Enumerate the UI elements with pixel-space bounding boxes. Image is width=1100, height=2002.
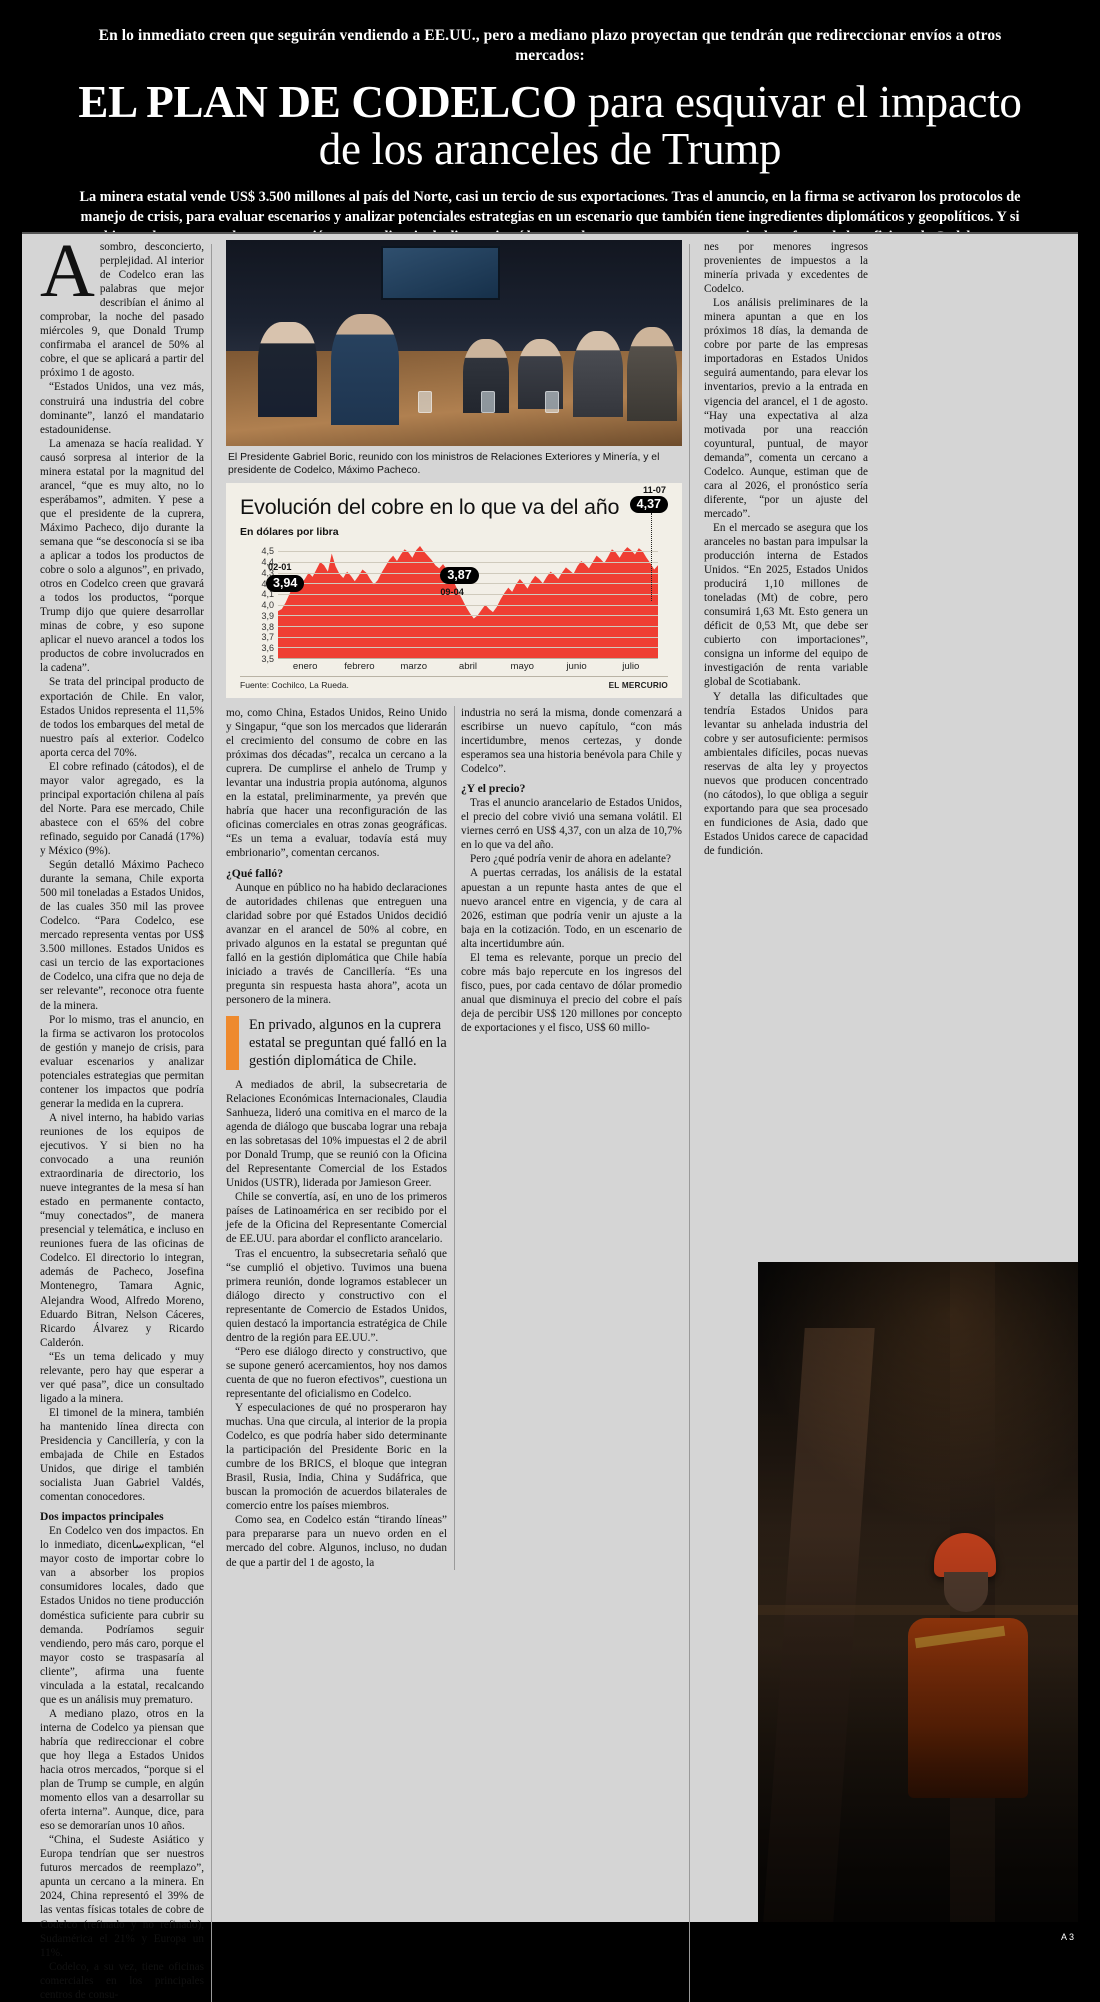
meeting-photo: [226, 240, 682, 446]
column-2: El Presidente Gabriel Boric, reunido con…: [226, 240, 690, 2002]
subheading: ¿Y el precio?: [461, 782, 526, 796]
chart-value-badge: 3,94: [266, 575, 305, 592]
chart-x-tick: julio: [622, 661, 640, 672]
paragraph: industria no será la misma, donde comenz…: [461, 707, 682, 776]
column-2a: mo, como China, Estados Unidos, Reino Un…: [226, 706, 447, 1570]
paragraph: Los análisis preliminares de la minera a…: [704, 297, 868, 520]
paragraph: El cobre refinado (cátodos), el de mayor…: [40, 760, 204, 858]
chart-value-badge: 4,37: [629, 496, 668, 513]
chart-x-tick: marzo: [400, 661, 428, 672]
chart-value-badge: 3,87: [440, 567, 479, 584]
pull-quote-bar: [226, 1015, 239, 1070]
paragraph: Se trata del principal producto de expor…: [40, 676, 204, 759]
paragraph: sombro, desconcierto, perplejidad. Al in…: [40, 241, 204, 380]
chart-y-tick: 3,8: [261, 621, 274, 632]
pull-quote-text: En privado, algunos en la cuprera estata…: [249, 1016, 447, 1069]
paragraph: Aunque en público no ha habido declaraci…: [226, 881, 447, 1006]
chart-footer: Fuente: Cochilco, La Rueda. EL MERCURIO: [240, 676, 668, 690]
photo-caption: El Presidente Gabriel Boric, reunido con…: [228, 452, 660, 476]
paragraph: El tema es relevante, porque un precio d…: [461, 951, 682, 1034]
paragraph: Tras el anuncio arancelario de Estados U…: [461, 797, 682, 852]
paragraph: Tras el encuentro, la subsecretaria seña…: [226, 1247, 447, 1344]
chart-y-tick: 4,5: [261, 546, 274, 557]
drop-cap: A: [40, 229, 95, 313]
headline-rest: para esquivar el impacto de los arancele…: [318, 76, 1022, 174]
top-rule: [22, 232, 1078, 234]
chart-x-tick: abril: [458, 661, 478, 672]
paragraph: Según detalló Máximo Pacheco durante la …: [40, 859, 204, 1012]
column-grid: A sombro, desconcierto, perplejidad. Al …: [40, 233, 1062, 2002]
chart-x-tick: febrero: [344, 661, 375, 672]
chart-y-tick: 3,6: [261, 643, 274, 654]
paragraph: A mediados de abril, la subsecretaria de…: [226, 1078, 447, 1190]
chart-y-tick: 4,4: [261, 557, 274, 568]
paragraph: “Es un tema delicado y muy relevante, pe…: [40, 1350, 204, 1405]
copper-price-chart: Evolución del cobre en lo que va del año…: [226, 483, 682, 698]
pull-quote: En privado, algunos en la cuprera estata…: [226, 1015, 447, 1070]
headline-bold: EL PLAN DE CODELCO: [78, 76, 577, 127]
paragraph: “Estados Unidos, una vez más, construirá…: [40, 381, 204, 436]
chart-gridline: 3,7: [261, 632, 658, 642]
paragraph: A mediano plazo, otros en la interna de …: [40, 1707, 204, 1833]
paragraph: Chile se convertía, así, en uno de los p…: [226, 1191, 447, 1246]
chart-date-label: 09-04: [440, 587, 464, 597]
subheading: Dos impactos principales: [40, 1510, 164, 1524]
column-1: A sombro, desconcierto, perplejidad. Al …: [40, 229, 212, 2002]
chart-source: Fuente: Cochilco, La Rueda.: [240, 680, 349, 690]
chart-plot-area: 4,54,44,34,24,14,03,93,83,73,63,5: [261, 546, 658, 664]
chart-subtitle: En dólares por libra: [240, 526, 339, 538]
chart-area-series: [278, 546, 658, 658]
newspaper-page: En lo inmediato creen que seguirán vendi…: [22, 27, 1078, 2002]
paragraph: “China, el Sudeste Asiático y Europa ten…: [40, 1834, 204, 1959]
paragraph: Codelco, a su vez, tiene oficinas comerc…: [40, 1960, 204, 2001]
paragraph: A nivel interno, ha habido varias reunio…: [40, 1111, 204, 1349]
paragraph: Como sea, en Codelco están “tirando líne…: [226, 1514, 447, 1569]
page-title: EL PLAN DE CODELCO para esquivar el impa…: [70, 79, 1030, 173]
chart-brand: EL MERCURIO: [608, 681, 668, 690]
chart-gridline: 4,4: [261, 557, 658, 567]
article-sheet: A sombro, desconcierto, perplejidad. Al …: [22, 232, 1078, 2002]
chart-gridline: 3,6: [261, 643, 658, 653]
miner-photo: [758, 1262, 1078, 1922]
chart-date-label: 11-07: [643, 485, 666, 495]
chart-y-tick: 3,7: [261, 632, 274, 643]
chart-gridline: 4,5: [261, 546, 658, 556]
paragraph: Por lo mismo, tras el anuncio, en la fir…: [40, 1013, 204, 1110]
paragraph: Y detalla las dificultades que tendría E…: [704, 690, 868, 858]
chart-x-axis: enero febrero marzo abril mayo junio julio: [278, 658, 658, 674]
page-number: A 3: [1060, 1932, 1074, 1942]
chart-y-tick: 4,0: [261, 600, 274, 611]
paragraph: nes por menores ingresos provenientes de…: [704, 241, 868, 296]
chart-y-tick: 4,1: [261, 589, 274, 600]
chart-marker-line: [651, 513, 652, 601]
column-3: nes por menores ingresos provenientes de…: [704, 240, 876, 2002]
chart-gridline: 3,8: [261, 622, 658, 632]
chart-title: Evolución del cobre en lo que va del año: [240, 495, 620, 519]
paragraph: mo, como China, Estados Unidos, Reino Un…: [226, 707, 447, 860]
paragraph: Pero ¿qué podría venir de ahora en adela…: [470, 853, 671, 866]
chart-date-label: 02-01: [268, 562, 292, 572]
paragraph: La amenaza se hacía realidad. Y causó so…: [40, 437, 204, 675]
paragraph: El timonel de la minera, también ha mant…: [40, 1406, 204, 1504]
chart-x-tick: mayo: [510, 661, 535, 672]
paragraph: En el mercado se asegura que los arancel…: [704, 521, 868, 689]
column-2b: industria no será la misma, donde comenz…: [461, 706, 682, 1570]
paragraph: Y especulaciones de qué no prosperaron h…: [226, 1402, 447, 1513]
chart-gridline: 3,9: [261, 611, 658, 621]
chart-y-tick: 3,5: [261, 654, 274, 664]
chart-y-tick: 4,3: [261, 567, 274, 578]
chart-gridline: 4,0: [261, 600, 658, 610]
chart-y-tick: 3,9: [261, 610, 274, 621]
subheading: ¿Qué falló?: [226, 866, 284, 880]
chart-x-tick: junio: [566, 661, 587, 672]
paragraph: En Codelco ven dos impactos. En lo inmed…: [40, 1525, 205, 1706]
chart-x-tick: enero: [292, 661, 318, 672]
chart-gridline: 4,1: [261, 589, 658, 599]
paragraph: “Pero ese diálogo directo y constructivo…: [226, 1345, 447, 1400]
kicker: En lo inmediato creen que seguirán vendi…: [98, 27, 1002, 65]
paragraph: A puertas cerradas, los análisis de la e…: [461, 867, 682, 950]
